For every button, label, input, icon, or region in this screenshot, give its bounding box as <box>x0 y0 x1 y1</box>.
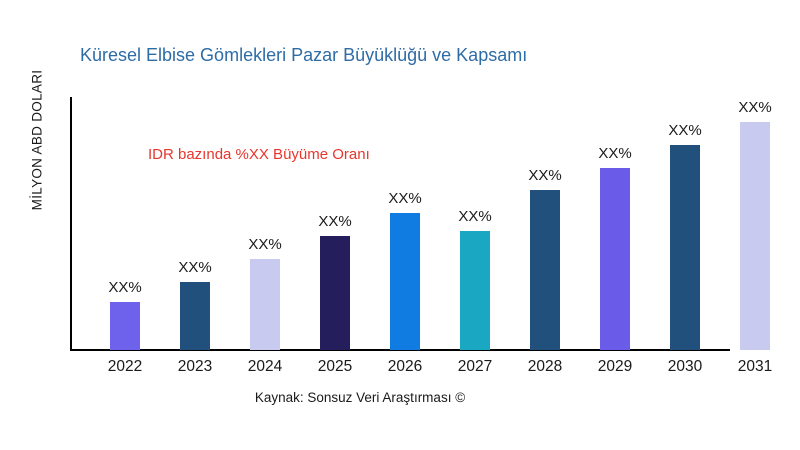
bar-value-label-2028: XX% <box>528 167 562 185</box>
bar-value-label-2022: XX% <box>108 279 142 297</box>
x-axis-tick-2030: 2030 <box>667 358 703 375</box>
x-axis-tick-2031: 2031 <box>737 358 773 375</box>
bar-value-label-2026: XX% <box>388 190 422 208</box>
bar-2024 <box>250 258 280 350</box>
bar-value-label-2023: XX% <box>178 258 212 276</box>
x-axis-tick-2026: 2026 <box>387 358 423 375</box>
x-axis-tick-2028: 2028 <box>527 358 563 375</box>
bar-2030 <box>670 144 700 350</box>
bar-value-label-2030: XX% <box>668 121 702 139</box>
x-axis-tick-2022: 2022 <box>107 358 143 375</box>
y-axis-label: MİLYON ABD DOLARI <box>29 69 45 211</box>
bar-2031 <box>740 122 770 350</box>
x-axis-tick-2025: 2025 <box>317 358 353 375</box>
growth-rate-annotation: IDR bazında %XX Büyüme Oranı <box>148 146 370 163</box>
x-axis-tick-2029: 2029 <box>597 358 633 375</box>
bar-2027 <box>460 231 490 350</box>
bar-2025 <box>320 236 350 350</box>
bar-2028 <box>530 190 560 350</box>
bar-2023 <box>180 281 210 350</box>
x-axis-line <box>70 349 730 351</box>
bar-value-label-2025: XX% <box>318 213 352 230</box>
bar-value-label-2031: XX% <box>738 99 772 116</box>
bar-value-label-2024: XX% <box>248 235 282 253</box>
chart-title: Küresel Elbise Gömlekleri Pazar Büyüklüğ… <box>80 45 528 65</box>
bar-value-label-2029: XX% <box>598 144 632 162</box>
bar-2029 <box>600 167 630 350</box>
y-axis-line <box>70 97 72 351</box>
bar-2022 <box>110 302 140 350</box>
x-axis-tick-2023: 2023 <box>177 358 213 375</box>
x-axis-tick-2027: 2027 <box>457 358 493 375</box>
bar-value-label-2027: XX% <box>458 208 492 226</box>
bar-2026 <box>390 213 420 350</box>
source-caption: Kaynak: Sonsuz Veri Araştırması © <box>254 390 466 405</box>
x-axis-tick-2024: 2024 <box>247 358 283 375</box>
